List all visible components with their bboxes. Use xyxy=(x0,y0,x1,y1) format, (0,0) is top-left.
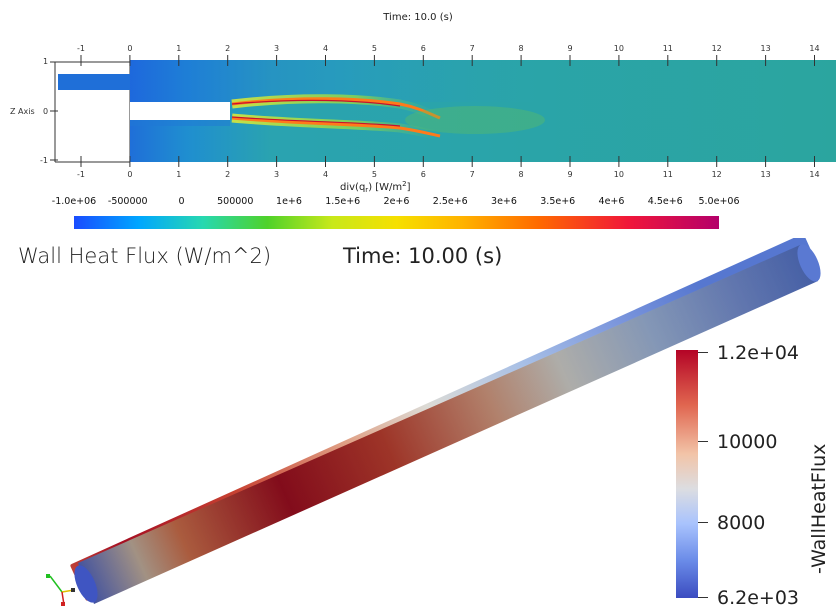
colorbar-tick-label: 4.5e+6 xyxy=(647,196,683,207)
x-tick-label: 9 xyxy=(567,44,572,53)
pipe-3d-view xyxy=(46,238,821,606)
x-tick-label: 11 xyxy=(663,44,673,53)
x-axis-label: div(qr) [W/m2] xyxy=(340,180,411,193)
x-tick-label: 10 xyxy=(614,170,624,179)
z-tick-0: 0 xyxy=(43,107,48,116)
colorbar-tick-label: 2.5e+6 xyxy=(432,196,468,207)
x-tick-label: 6 xyxy=(421,44,426,53)
x-tick-label: 12 xyxy=(712,44,722,53)
x-tick-label: 13 xyxy=(761,170,771,179)
colorbar-tick-label: 5.0e+06 xyxy=(698,196,740,207)
colorbar-tick-label: 1e+6 xyxy=(276,196,302,207)
wall-time-label: Time: 10.00 (s) xyxy=(343,244,503,268)
x-tick-label: 14 xyxy=(809,170,819,179)
wall-heat-flux-title: Wall Heat Flux (W/m^2) xyxy=(18,244,272,268)
legend-10000-label: 10000 xyxy=(717,431,778,453)
x-tick-label: 3 xyxy=(274,44,279,53)
colorbar-tick-label: 4e+6 xyxy=(598,196,625,207)
x-tick-label: 7 xyxy=(470,44,475,53)
x-tick-label: 8 xyxy=(519,44,524,53)
divergence-colorbar xyxy=(74,216,719,229)
x-tick-label: -1 xyxy=(77,44,85,53)
x-tick-label: 4 xyxy=(323,170,328,179)
orientation-axes-icon xyxy=(46,574,75,606)
z-axis-label: Z Axis xyxy=(10,107,35,116)
colorbar-tick-label: 2e+6 xyxy=(383,196,410,207)
x-tick-label: 13 xyxy=(761,44,771,53)
divergence-field-plot: -1 0 1 2 3 4 5 6 7 8 9 10 11 12 13 14 -1 0 1 2 3 4 5 6 7 8 9 10 11 1… xyxy=(10,44,836,193)
x-tick-label: 2 xyxy=(225,44,230,53)
x-tick-label: 0 xyxy=(127,44,132,53)
colorbar-tick-label: 3.5e+6 xyxy=(540,196,576,207)
x-tick-label: 1 xyxy=(176,170,181,179)
x-tick-label: 14 xyxy=(809,44,819,53)
x-tick-label: 11 xyxy=(663,170,673,179)
x-tick-label: -1 xyxy=(77,170,85,179)
z-tick-1: 1 xyxy=(43,57,48,66)
colorbar-tick-label: -500000 xyxy=(107,196,148,207)
x-tick-label: 2 xyxy=(225,170,230,179)
colorbar-tick-labels: -1.0e+06 -500000 0 500000 1e+6 1.5e+6 2e+6 2.5e… xyxy=(0,196,836,210)
x-tick-label: 6 xyxy=(421,170,426,179)
x-tick-label: 3 xyxy=(274,170,279,179)
legend-max-label: 1.2e+04 xyxy=(717,342,800,364)
top-time-label: Time: 10.0 (s) xyxy=(383,12,453,23)
x-tick-label: 5 xyxy=(372,170,377,179)
x-tick-label: 1 xyxy=(176,44,181,53)
x-tick-label: 4 xyxy=(323,44,328,53)
colorbar-tick-label: 500000 xyxy=(217,196,254,207)
legend-min-label: 6.2e+03 xyxy=(717,587,800,609)
wall-heat-flux-legend-bar xyxy=(676,350,698,598)
colorbar-tick-label: 1.5e+6 xyxy=(325,196,361,207)
z-tick-neg1: -1 xyxy=(40,156,48,165)
x-tick-label: 9 xyxy=(567,170,572,179)
colorbar-tick-label: -1.0e+06 xyxy=(51,196,97,207)
x-tick-label: 5 xyxy=(372,44,377,53)
colorbar-tick-label: 3e+6 xyxy=(491,196,517,207)
x-tick-label: 10 xyxy=(614,44,624,53)
x-tick-label: 7 xyxy=(470,170,475,179)
x-tick-label: 8 xyxy=(519,170,524,179)
legend-8000-label: 8000 xyxy=(717,512,766,534)
x-tick-label: 0 xyxy=(127,170,132,179)
colorbar-tick-label: 0 xyxy=(178,196,185,207)
x-tick-label: 12 xyxy=(712,170,722,179)
legend-title: -WallHeatFlux xyxy=(808,443,830,574)
